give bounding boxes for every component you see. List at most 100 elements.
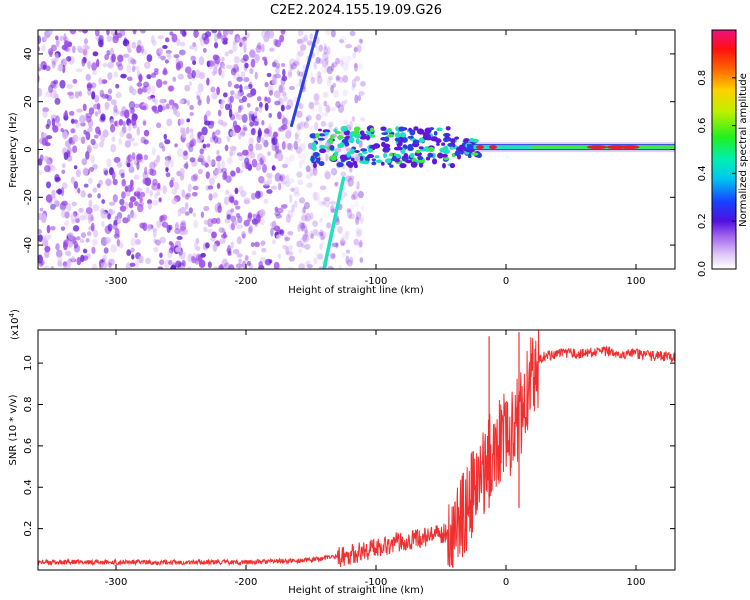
carrier-cell	[339, 142, 345, 148]
spectrogram-noise-cell	[329, 253, 336, 260]
spectrogram-noise-cell	[240, 71, 246, 79]
spectrogram-noise-cell	[342, 74, 349, 83]
spectrogram-noise-cell	[250, 58, 256, 68]
spectrogram-noise-cell	[192, 173, 199, 181]
spectrogram-noise-cell	[38, 46, 41, 52]
colorbar-tick-label: 0.2	[697, 213, 708, 229]
spectrogram-streak	[290, 30, 319, 128]
spectrogram-noise-cell	[211, 217, 218, 224]
spectrogram-noise-cell	[71, 219, 76, 224]
carrier-cell	[408, 127, 412, 132]
spectrogram-noise-cell	[335, 57, 341, 65]
spectrogram-noise-cell	[321, 200, 326, 205]
spectrogram-noise-cell	[170, 264, 177, 269]
spectrogram-noise-cell	[189, 128, 194, 133]
spectrogram-noise-cell	[327, 106, 334, 111]
spectrogram-noise-cell	[331, 242, 339, 248]
spectrogram-noise-cell	[320, 236, 326, 246]
spectrogram-noise-cell	[303, 201, 310, 210]
spectrogram-noise-cell	[87, 216, 92, 224]
spectrogram-noise-cell	[110, 244, 117, 253]
snr-y-scale-exponent: 4	[8, 312, 16, 317]
spectrogram-noise-cell	[230, 90, 235, 96]
spectrogram-noise-cell	[85, 150, 90, 160]
spectrogram-noise-cell	[83, 49, 89, 59]
snr-x-label: Height of straight line (km)	[288, 585, 424, 596]
spectrogram-noise-cell	[179, 99, 185, 105]
spectrogram-noise-cell	[232, 42, 238, 52]
spectrogram-noise-cell	[190, 174, 198, 182]
spectrogram-noise-cell	[126, 249, 132, 256]
spectrogram-noise-cell	[358, 248, 364, 254]
carrier-cell	[365, 134, 371, 141]
spectrogram-noise-cell	[313, 229, 318, 235]
spectrogram-noise-cell	[284, 236, 291, 241]
spectrogram-noise-cell	[86, 144, 92, 154]
spectrogram-noise-cell	[319, 243, 323, 250]
spectrogram-noise-cell	[72, 211, 78, 217]
spectrogram-noise-cell	[121, 191, 126, 199]
spectrogram-noise-cell	[280, 204, 288, 209]
spectrogram-noise-cell	[241, 113, 248, 123]
spectrogram-noise-cell	[324, 66, 331, 73]
carrier-cell	[371, 161, 377, 166]
spectrogram-noise-cell	[233, 200, 239, 206]
carrier-cell	[324, 131, 329, 136]
colorbar-tick-label: 0.8	[697, 70, 708, 86]
spectrogram-noise-cell	[201, 126, 208, 136]
spectrogram-noise-cell	[337, 104, 345, 114]
colorbar-tick-label: 0.4	[697, 165, 708, 181]
carrier-cell	[375, 159, 383, 164]
spectrogram-noise-cell	[76, 257, 82, 266]
spectrogram-noise-cell	[117, 63, 124, 71]
spectrogram-noise-cell	[155, 122, 162, 129]
spectrogram-noise-cell	[91, 263, 98, 269]
spectrogram-noise-cell	[107, 88, 113, 95]
spectrogram-noise-cell	[332, 241, 339, 249]
spectrogram-noise-cell	[277, 111, 282, 120]
spectrogram-noise-cell	[280, 124, 288, 130]
spectrogram-noise-cell	[159, 98, 166, 104]
spectrogram-noise-cell	[222, 30, 229, 37]
spectrogram-noise-cell	[88, 107, 95, 115]
carrier-cell	[353, 133, 362, 139]
spectrogram-noise-cell	[341, 233, 346, 239]
spectrogram-noise-cell	[137, 87, 143, 95]
spectrogram-noise-cell	[340, 36, 347, 45]
spectrogram-noise-cell	[255, 106, 259, 112]
spectrogram-noise-cell	[336, 226, 343, 233]
spectrogram-noise-cell	[80, 232, 87, 239]
carrier-cell	[340, 125, 349, 132]
carrier-cell	[389, 164, 394, 168]
spectrogram-noise-cell	[262, 163, 267, 173]
spectrogram-noise-cell	[159, 215, 163, 223]
spectrogram-noise-cell	[326, 47, 331, 56]
spectrogram-noise-cell	[143, 139, 149, 145]
spectrogram-noise-cell	[189, 45, 195, 50]
spectrogram-noise-cell	[235, 263, 243, 269]
spectrogram-noise-cell	[256, 135, 261, 144]
carrier-cell	[409, 152, 415, 158]
carrier-cell	[384, 158, 392, 164]
spectrogram-noise-cell	[39, 154, 44, 162]
spectrogram-noise-cell	[193, 30, 199, 38]
spectrogram-noise-cell	[79, 215, 86, 221]
spectrogram-noise-cell	[129, 185, 134, 192]
spectrogram-noise-cell	[353, 201, 360, 208]
spectrogram-noise-cell	[50, 203, 56, 210]
spectrogram-noise-cell	[45, 91, 52, 98]
spectrogram-noise-cell	[330, 205, 335, 213]
spectrogram-noise-cell	[173, 54, 180, 59]
spectrogram-noise-cell	[320, 120, 327, 127]
spectrogram-noise-cell	[81, 58, 86, 67]
spectrogram-noise-cell	[319, 185, 327, 191]
spectrogram-noise-cell	[266, 72, 272, 78]
carrier-cell	[329, 154, 337, 162]
spectrogram-noise-cell	[39, 207, 44, 212]
spectrogram-noise-cell	[54, 93, 59, 100]
spectrogram-noise-cell	[285, 130, 292, 139]
spectrogram-noise-cell	[171, 177, 175, 182]
carrier-cell	[427, 146, 435, 153]
spectrogram-noise-cell	[45, 181, 52, 189]
